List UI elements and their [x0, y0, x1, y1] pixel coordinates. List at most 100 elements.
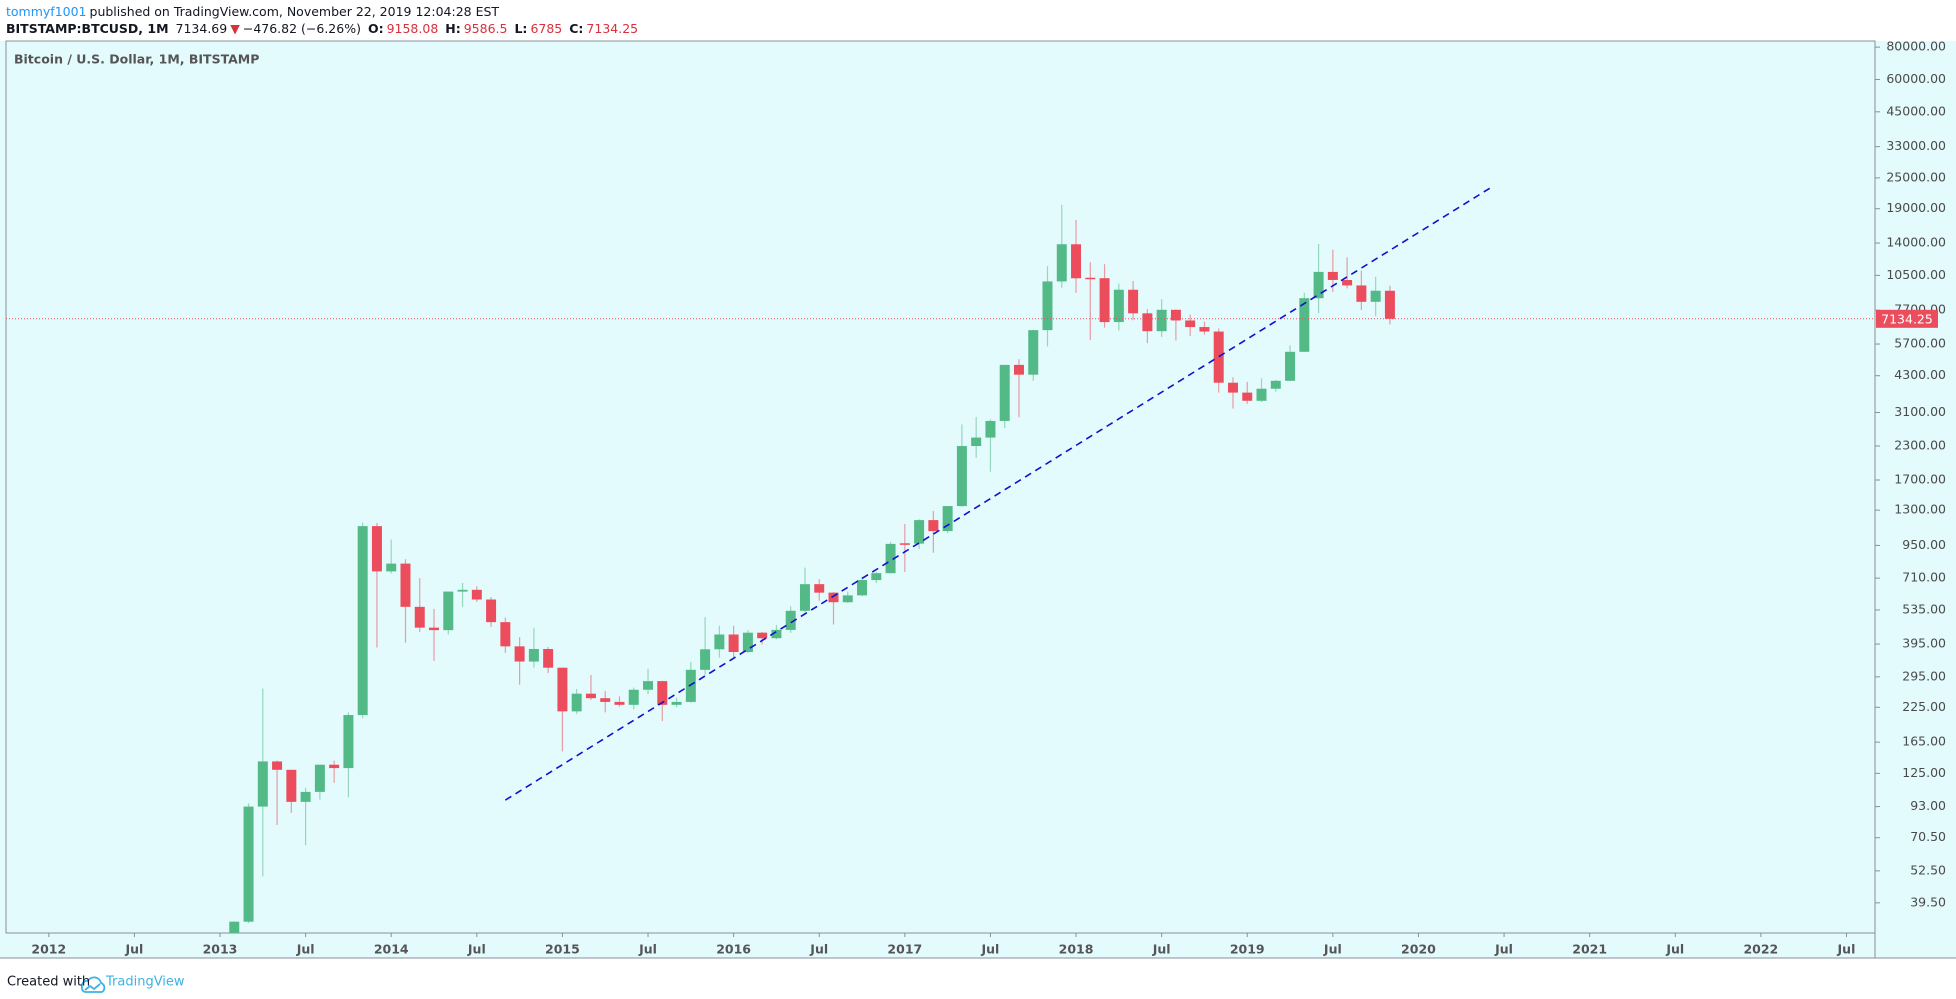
candle-body [685, 669, 696, 702]
x-tick-label: Jul [1494, 942, 1513, 957]
candle-body [414, 606, 425, 628]
published: published on TradingView.com, November 2… [89, 4, 500, 19]
candle-body [585, 693, 596, 699]
candle-body [1213, 331, 1224, 383]
candle-body [357, 526, 368, 716]
candle-body [857, 580, 868, 596]
candle-body [1199, 327, 1210, 332]
author[interactable]: tommyf1001 [6, 4, 87, 19]
header-line-1: tommyf1001 published on TradingView.com, … [6, 4, 502, 19]
candle-body [1085, 277, 1096, 280]
candle-body [371, 526, 382, 572]
x-tick-label: Jul [467, 942, 486, 957]
candle-body [757, 632, 768, 639]
candle-body [1384, 290, 1395, 319]
candle-body [799, 584, 810, 611]
y-tick-label: 10500.00 [1886, 267, 1946, 282]
candle-body [1170, 309, 1181, 321]
candle-body [771, 629, 782, 639]
candle-body [300, 791, 311, 802]
candle-body [543, 648, 554, 668]
x-tick-label: 2017 [887, 942, 922, 957]
y-tick-label: 39.50 [1910, 894, 1946, 909]
candle-body [471, 589, 482, 600]
x-tick-label: 2016 [716, 942, 751, 957]
candle-body [1270, 380, 1281, 389]
candle-body [1227, 382, 1238, 393]
candle-body [1299, 298, 1310, 352]
candle-body [885, 543, 896, 574]
open-value: 9158.08 [386, 21, 439, 36]
x-tick-label: Jul [809, 942, 828, 957]
logo [80, 976, 106, 993]
high-value: 9586.5 [463, 21, 508, 36]
price-label: 7134.25 [1881, 311, 1933, 326]
candle-body [1113, 289, 1124, 323]
x-tick-label: 2020 [1401, 942, 1436, 957]
y-tick-label: 3100.00 [1894, 404, 1946, 419]
x-tick-label: 2019 [1230, 942, 1265, 957]
candle-body [1370, 290, 1381, 302]
x-tick-label: Jul [296, 942, 315, 957]
candle-body [928, 520, 939, 532]
candle-body [1128, 289, 1139, 314]
y-tick-label: 535.00 [1902, 601, 1946, 616]
x-tick-label: 2014 [374, 942, 409, 957]
arrow: ▼ [230, 21, 240, 36]
footer-created: Created with [7, 975, 90, 990]
candle-body [1013, 364, 1024, 375]
footer-brand[interactable]: TradingView [105, 975, 185, 990]
candle-body [600, 698, 611, 702]
y-tick-label: 710.00 [1902, 570, 1946, 585]
candle-body [457, 589, 468, 592]
y-tick-label: 1700.00 [1894, 472, 1946, 487]
low-label: L: [514, 21, 528, 36]
candle-body [1242, 392, 1253, 401]
y-tick-label: 14000.00 [1886, 235, 1946, 250]
candle-body [985, 420, 996, 438]
y-tick-label: 395.00 [1902, 636, 1946, 651]
candle-body [1028, 330, 1039, 375]
y-tick-label: 125.00 [1902, 765, 1946, 780]
x-tick-label: 2018 [1059, 942, 1094, 957]
y-tick-label: 19000.00 [1886, 200, 1946, 215]
candle-body [1256, 388, 1267, 401]
candle-body [1313, 271, 1324, 299]
candle-body [1099, 278, 1110, 323]
candle-body [400, 563, 411, 607]
candle-body [657, 681, 668, 705]
candle-body [229, 921, 240, 933]
candle-body [942, 506, 953, 532]
candle-body [742, 632, 753, 652]
candle-body [871, 573, 882, 581]
low-value: 6785 [530, 21, 563, 36]
candle-body [643, 681, 654, 690]
candle-body [514, 646, 525, 662]
candle-body [1356, 285, 1367, 302]
last-price: 7134.69 [175, 21, 228, 36]
candle-body [571, 693, 582, 712]
y-tick-label: 950.00 [1902, 537, 1946, 552]
close-label: C: [569, 21, 584, 36]
y-tick-label: 5700.00 [1894, 336, 1946, 351]
x-tick-label: 2021 [1572, 942, 1607, 957]
candle-body [700, 649, 711, 670]
candle-body [628, 689, 639, 705]
candle-body [257, 761, 268, 807]
candle-body [899, 543, 910, 545]
change: −476.82 (−6.26%) [242, 21, 361, 36]
candle-body [814, 584, 825, 593]
x-tick-label: Jul [1837, 942, 1856, 957]
candle-body [343, 715, 354, 769]
trendline [504, 187, 1491, 801]
x-tick-label: Jul [638, 942, 657, 957]
candle-body [614, 701, 625, 705]
candle-body [243, 806, 254, 922]
y-tick-label: 52.50 [1910, 862, 1946, 877]
chart-title: Bitcoin / U.S. Dollar, 1M, BITSTAMP [14, 52, 259, 67]
y-tick-label: 4300.00 [1894, 367, 1946, 382]
candle-body [486, 599, 497, 623]
candle-body [314, 764, 325, 792]
candle-body [386, 563, 397, 572]
candle-body [1327, 271, 1338, 280]
